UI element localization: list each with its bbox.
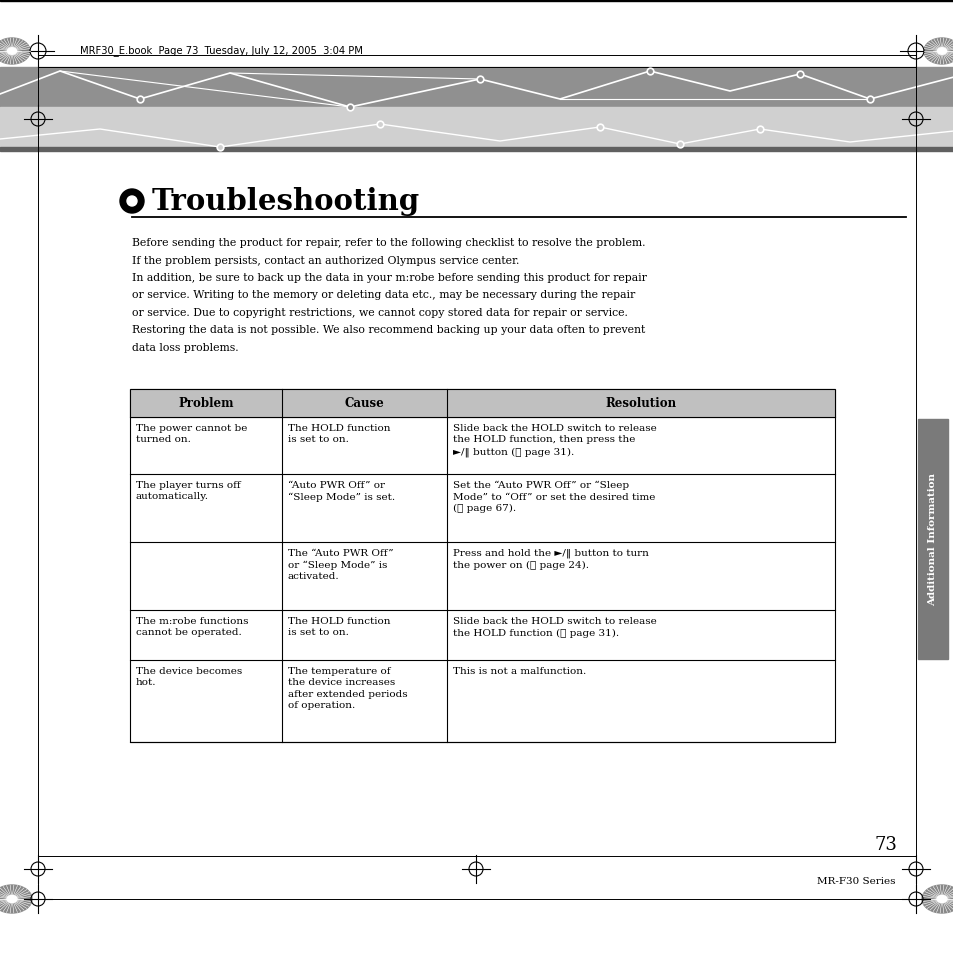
Text: The power cannot be
turned on.: The power cannot be turned on. [136, 423, 247, 444]
Text: If the problem persists, contact an authorized Olympus service center.: If the problem persists, contact an auth… [132, 255, 518, 265]
Text: Slide back the HOLD switch to release
the HOLD function (☉ page 31).: Slide back the HOLD switch to release th… [453, 617, 657, 637]
Ellipse shape [923, 39, 953, 65]
Circle shape [120, 190, 144, 213]
Text: Troubleshooting: Troubleshooting [152, 188, 419, 216]
Bar [130, 660, 834, 742]
Text: Additional Information: Additional Information [927, 473, 937, 606]
Text: Cause: Cause [344, 397, 384, 410]
Text: data loss problems.: data loss problems. [132, 343, 238, 353]
Bar [0, 108, 953, 148]
Bar [130, 390, 834, 417]
Text: In addition, be sure to back up the data in your m:robe before sending this prod: In addition, be sure to back up the data… [132, 273, 646, 283]
Text: or service. Due to copyright restrictions, we cannot copy stored data for repair: or service. Due to copyright restriction… [132, 308, 627, 317]
Text: The “Auto PWR Off”
or “Sleep Mode” is
activated.: The “Auto PWR Off” or “Sleep Mode” is ac… [287, 548, 393, 580]
Bar [130, 390, 834, 742]
Text: Resolution: Resolution [605, 397, 676, 410]
Text: The m:robe functions
cannot be operated.: The m:robe functions cannot be operated. [136, 617, 248, 637]
Bar [0, 0, 953, 2]
Text: Slide back the HOLD switch to release
the HOLD function, then press the
►/‖ butt: Slide back the HOLD switch to release th… [453, 423, 657, 456]
Text: The device becomes
hot.: The device becomes hot. [136, 666, 242, 687]
Text: The HOLD function
is set to on.: The HOLD function is set to on. [287, 617, 390, 637]
Ellipse shape [937, 49, 945, 55]
Bar [130, 417, 834, 475]
Text: The player turns off
automatically.: The player turns off automatically. [136, 480, 240, 501]
Text: Problem: Problem [178, 397, 233, 410]
Text: “Auto PWR Off” or
“Sleep Mode” is set.: “Auto PWR Off” or “Sleep Mode” is set. [287, 480, 395, 501]
Text: 73: 73 [874, 835, 897, 853]
Bar [130, 610, 834, 660]
Text: MR-F30 Series: MR-F30 Series [817, 877, 895, 885]
Text: This is not a malfunction.: This is not a malfunction. [453, 666, 586, 676]
Ellipse shape [7, 896, 17, 902]
Ellipse shape [936, 896, 946, 902]
Text: Set the “Auto PWR Off” or “Sleep
Mode” to “Off” or set the desired time
(☉ page : Set the “Auto PWR Off” or “Sleep Mode” t… [453, 480, 655, 513]
Bar [130, 542, 834, 610]
Text: or service. Writing to the memory or deleting data etc., may be necessary during: or service. Writing to the memory or del… [132, 291, 635, 300]
Bar [130, 475, 834, 542]
Circle shape [127, 196, 137, 207]
Text: Before sending the product for repair, refer to the following checklist to resol: Before sending the product for repair, r… [132, 237, 645, 248]
Bar [917, 419, 947, 659]
Bar [0, 68, 953, 108]
Ellipse shape [0, 39, 30, 65]
Ellipse shape [8, 49, 16, 55]
Text: MRF30_E.book  Page 73  Tuesday, July 12, 2005  3:04 PM: MRF30_E.book Page 73 Tuesday, July 12, 2… [80, 46, 362, 56]
Text: Press and hold the ►/‖ button to turn
the power on (☉ page 24).: Press and hold the ►/‖ button to turn th… [453, 548, 648, 570]
Ellipse shape [921, 885, 953, 913]
Bar [0, 148, 953, 152]
Text: Restoring the data is not possible. We also recommend backing up your data often: Restoring the data is not possible. We a… [132, 325, 644, 335]
Ellipse shape [0, 885, 32, 913]
Text: The HOLD function
is set to on.: The HOLD function is set to on. [287, 423, 390, 444]
Text: The temperature of
the device increases
after extended periods
of operation.: The temperature of the device increases … [287, 666, 407, 710]
